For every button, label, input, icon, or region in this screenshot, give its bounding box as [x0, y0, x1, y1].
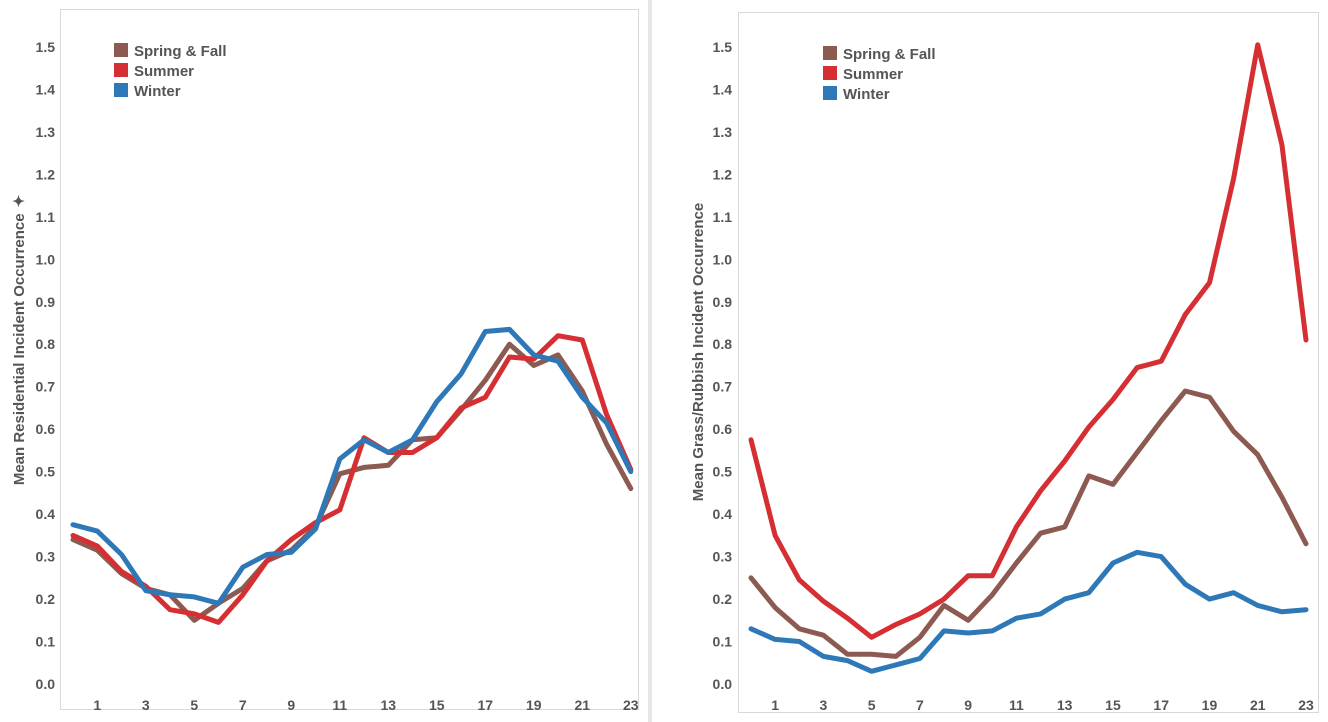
legend-swatch	[114, 83, 128, 97]
x-tick-label: 15	[1105, 697, 1121, 713]
x-tick-label: 13	[1057, 697, 1073, 713]
series-line-summer	[748, 42, 1309, 640]
legend-swatch	[114, 43, 128, 57]
y-tick-label: 0.4	[713, 506, 733, 522]
x-tick-label: 23	[623, 697, 639, 713]
x-tick-label: 9	[287, 697, 295, 713]
y-axis-title-marker: ✦	[11, 195, 28, 208]
x-tick-label: 21	[574, 697, 590, 713]
y-tick-label: 0.1	[36, 634, 56, 650]
legend-swatch	[823, 86, 837, 100]
y-tick-label: 0.6	[36, 421, 56, 437]
x-tick-label: 15	[429, 697, 445, 713]
y-tick-label: 1.3	[713, 124, 733, 140]
y-tick-label: 1.3	[36, 124, 56, 140]
x-tick-label: 5	[190, 697, 198, 713]
x-tick-label: 1	[93, 697, 101, 713]
y-tick-label: 1.4	[713, 81, 733, 97]
y-tick-label: 0.2	[36, 591, 56, 607]
x-tick-label: 19	[1202, 697, 1218, 713]
plot-frame	[60, 9, 639, 710]
y-tick-label: 1.0	[36, 251, 56, 267]
x-tick-label: 3	[819, 697, 827, 713]
legend-left: Spring & Fall Summer Winter	[114, 43, 227, 100]
y-tick-label: 0.7	[36, 379, 56, 395]
x-tick-label: 5	[868, 697, 876, 713]
y-tick-label: 1.4	[36, 81, 56, 97]
series-line-winter	[70, 326, 634, 606]
legend-label: Winter	[843, 86, 890, 103]
y-tick-label: 0.3	[713, 549, 733, 565]
x-tick-label: 19	[526, 697, 542, 713]
legend-label: Summer	[843, 66, 903, 83]
x-tick-label: 17	[1153, 697, 1169, 713]
x-tick-label: 23	[1298, 697, 1314, 713]
series-group-left	[70, 326, 634, 625]
legend-right: Spring & Fall Summer Winter	[823, 46, 936, 103]
y-tick-label: 1.0	[713, 251, 733, 267]
y-tick-label: 1.1	[713, 209, 733, 225]
y-tick-label: 0.8	[713, 336, 733, 352]
y-tick-label: 0.0	[36, 676, 56, 692]
y-tick-label: 1.1	[36, 209, 56, 225]
y-tick-label: 0.4	[36, 506, 56, 522]
y-axis-title: Mean Residential Incident Occurrence✦	[11, 195, 28, 485]
y-tick-label: 0.9	[713, 294, 733, 310]
legend-swatch	[823, 46, 837, 60]
x-tick-label: 3	[142, 697, 150, 713]
legend-label: Winter	[134, 83, 181, 100]
y-tick-label: 0.1	[713, 634, 733, 650]
y-tick-label: 1.5	[713, 39, 733, 55]
legend-label: Summer	[134, 63, 194, 80]
y-tick-label: 0.2	[713, 591, 733, 607]
x-tick-label: 13	[380, 697, 396, 713]
y-tick-label: 0.8	[36, 336, 56, 352]
y-tick-label: 0.3	[36, 549, 56, 565]
y-tick-label: 0.0	[713, 676, 733, 692]
x-tick-label: 7	[239, 697, 247, 713]
x-axis-left: 1 3 5 7 9 11 13 15 17 19 21 23	[93, 697, 639, 713]
series-line-spring-fall	[748, 388, 1309, 659]
x-tick-label: 11	[332, 697, 347, 713]
y-axis-right: 0.0 0.1 0.2 0.3 0.4 0.5 0.6 0.7 0.8 0.9 1.0 1.1 1.2 1…	[713, 39, 733, 692]
panel-divider	[648, 0, 652, 722]
chart-left: 0.0 0.1 0.2 0.3 0.4 0.5 0.6 0.7 0.8 0.9 1.0 1.1 1.2 1…	[11, 9, 639, 713]
x-axis-right: 1 3 5 7 9 11 13 15 17 19 21 23	[771, 697, 1314, 713]
y-tick-label: 0.5	[36, 464, 56, 480]
x-tick-label: 17	[477, 697, 493, 713]
series-group-right	[748, 42, 1309, 674]
y-tick-label: 1.2	[36, 166, 56, 182]
plot-frame	[738, 12, 1319, 713]
y-tick-label: 0.5	[713, 464, 733, 480]
legend-label: Spring & Fall	[134, 43, 227, 60]
y-axis-title: Mean Grass/Rubbish Incident Occurrence	[690, 203, 707, 501]
x-tick-label: 7	[916, 697, 924, 713]
y-tick-label: 0.7	[713, 379, 733, 395]
x-tick-label: 1	[771, 697, 779, 713]
legend-swatch	[823, 66, 837, 80]
x-tick-label: 21	[1250, 697, 1266, 713]
legend-swatch	[114, 63, 128, 77]
x-tick-label: 11	[1009, 697, 1024, 713]
y-axis-left: 0.0 0.1 0.2 0.3 0.4 0.5 0.6 0.7 0.8 0.9 1.0 1.1 1.2 1…	[36, 39, 56, 692]
y-tick-label: 1.2	[713, 166, 733, 182]
legend-label: Spring & Fall	[843, 46, 936, 63]
series-line-winter	[748, 549, 1309, 674]
y-tick-label: 0.9	[36, 294, 56, 310]
x-tick-label: 9	[964, 697, 972, 713]
y-tick-label: 1.5	[36, 39, 56, 55]
y-tick-label: 0.6	[713, 421, 733, 437]
